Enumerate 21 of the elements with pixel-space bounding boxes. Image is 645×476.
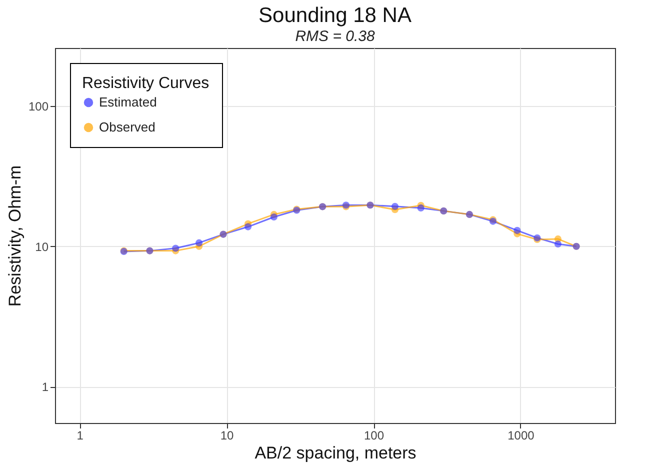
y-tick-label: 10: [35, 240, 49, 254]
point: [270, 213, 278, 221]
y-tick-label: 100: [28, 100, 49, 114]
legend-label: Estimated: [99, 94, 157, 110]
y-tick-label: 1: [42, 380, 49, 394]
point: [417, 204, 424, 212]
point: [196, 239, 203, 246]
x-tick-label: 1: [76, 428, 84, 442]
x-tick-label: 1000: [508, 428, 535, 442]
point: [514, 226, 521, 234]
legend-label: Observed: [99, 120, 156, 134]
x-tick-label: 10: [220, 428, 234, 442]
point: [172, 244, 180, 252]
chart-subtitle: RMS = 0.38: [295, 28, 376, 45]
point: [244, 223, 252, 230]
y-axis-title: Resistivity, Ohm-m: [5, 165, 24, 307]
x-axis-title: AB/2 spacing, meters: [254, 444, 416, 462]
chart-title: Sounding 18 NA: [258, 4, 412, 27]
legend-title: Resistivity Curves: [82, 75, 210, 92]
point: [391, 202, 399, 210]
x-tick-label: 100: [364, 428, 384, 442]
